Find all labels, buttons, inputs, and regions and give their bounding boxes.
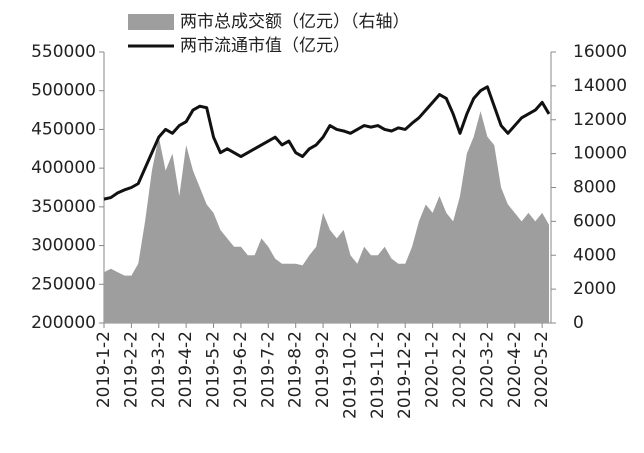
y2-tick-label: 12000	[573, 110, 627, 130]
x-tick-label: 2019-7-2	[258, 331, 278, 408]
x-tick-label: 2019-10-2	[340, 331, 360, 419]
y2-tick-label: 4000	[573, 245, 616, 265]
x-tick-label: 2020-3-2	[477, 331, 497, 408]
area	[104, 111, 549, 323]
y2-tick-label: 16000	[573, 42, 627, 62]
y2-tick-label: 6000	[573, 211, 616, 231]
y-tick-label: 450000	[31, 119, 96, 139]
x-tick-label: 2020-4-2	[505, 331, 525, 408]
x-tick-label: 2020-5-2	[532, 331, 552, 408]
x-tick-label: 2019-3-2	[149, 331, 169, 408]
x-tick-label: 2020-2-2	[450, 331, 470, 408]
y2-tick-label: 8000	[573, 178, 616, 198]
x-tick-label: 2019-1-2	[94, 331, 114, 408]
x-tick-label: 2019-2-2	[121, 331, 141, 408]
x-tick-label: 2019-12-2	[395, 331, 415, 419]
x-tick-label: 2019-8-2	[286, 331, 306, 408]
y-tick-label: 300000	[31, 236, 96, 256]
y-tick-label: 200000	[31, 313, 96, 333]
y-tick-label: 250000	[31, 274, 96, 294]
legend-label: 两市总成交额（亿元）（右轴）	[180, 12, 410, 32]
y2-tick-label: 2000	[573, 279, 616, 299]
y-tick-label: 500000	[31, 81, 96, 101]
line	[103, 85, 551, 201]
x-tick-label: 2019-4-2	[176, 331, 196, 408]
y2-tick-label: 10000	[573, 144, 627, 164]
x-tick-label: 2019-9-2	[313, 331, 333, 408]
x-tick-label: 2019-11-2	[368, 331, 388, 419]
y-tick-label: 350000	[31, 197, 96, 217]
y2-tick-label: 14000	[573, 76, 627, 96]
x-tick-label: 2020-1-2	[423, 331, 443, 408]
legend-label: 两市流通市值（亿元）	[180, 36, 350, 56]
y-tick-label: 400000	[31, 158, 96, 178]
x-tick-label: 2019-6-2	[231, 331, 251, 408]
y-tick-label: 550000	[31, 42, 96, 62]
y2-tick-label: 0	[573, 313, 584, 333]
legend-swatch	[128, 14, 174, 30]
x-tick-label: 2019-5-2	[204, 331, 224, 408]
